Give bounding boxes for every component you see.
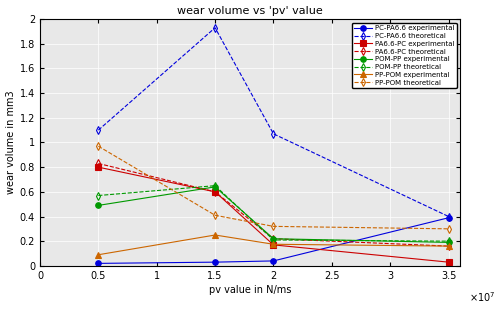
- PA6.6-PC experimental: [270, 243, 276, 247]
- Line: PP-POM theoretical: PP-POM theoretical: [96, 143, 452, 232]
- PC-PA6.6 theoretical: [212, 26, 218, 30]
- PP-POM theoretical: [270, 225, 276, 228]
- Line: POM-PP experimental: POM-PP experimental: [96, 184, 452, 245]
- Line: POM-PP theoretical: POM-PP theoretical: [96, 183, 452, 244]
- Legend: PC-PA6.6 experimental, PC-PA6.6 theoretical, PA6.6-PC experimental, PA6.6-PC the: PC-PA6.6 experimental, PC-PA6.6 theoreti…: [352, 23, 457, 88]
- PC-PA6.6 theoretical: [446, 215, 452, 218]
- Line: PA6.6-PC experimental: PA6.6-PC experimental: [96, 164, 452, 265]
- POM-PP theoretical: [446, 239, 452, 243]
- POM-PP experimental: [212, 185, 218, 189]
- POM-PP theoretical: [212, 184, 218, 188]
- PC-PA6.6 theoretical: [270, 132, 276, 136]
- POM-PP theoretical: [96, 194, 102, 197]
- POM-PP experimental: [96, 204, 102, 207]
- POM-PP experimental: [446, 241, 452, 244]
- PA6.6-PC theoretical: [270, 237, 276, 241]
- Text: $\times10^{7}$: $\times10^{7}$: [468, 290, 495, 304]
- PA6.6-PC experimental: [212, 190, 218, 194]
- POM-PP experimental: [270, 237, 276, 241]
- POM-PP theoretical: [270, 238, 276, 242]
- PA6.6-PC experimental: [96, 165, 102, 169]
- PC-PA6.6 experimental: [446, 216, 452, 220]
- PP-POM experimental: [270, 242, 276, 246]
- PC-PA6.6 experimental: [270, 259, 276, 263]
- PA6.6-PC theoretical: [96, 162, 102, 165]
- PP-POM theoretical: [446, 227, 452, 231]
- PP-POM theoretical: [96, 144, 102, 148]
- PP-POM theoretical: [212, 214, 218, 217]
- PA6.6-PC theoretical: [212, 190, 218, 194]
- PP-POM experimental: [212, 233, 218, 237]
- PP-POM experimental: [446, 244, 452, 248]
- PC-PA6.6 experimental: [96, 261, 102, 265]
- Line: PC-PA6.6 theoretical: PC-PA6.6 theoretical: [96, 25, 452, 219]
- Line: PA6.6-PC theoretical: PA6.6-PC theoretical: [96, 161, 452, 249]
- PP-POM experimental: [96, 253, 102, 256]
- Line: PP-POM experimental: PP-POM experimental: [96, 232, 452, 257]
- Title: wear volume vs 'pv' value: wear volume vs 'pv' value: [177, 6, 323, 15]
- PA6.6-PC experimental: [446, 260, 452, 264]
- Y-axis label: wear volume in mm3: wear volume in mm3: [6, 91, 16, 194]
- PC-PA6.6 experimental: [212, 260, 218, 264]
- X-axis label: pv value in N/ms: pv value in N/ms: [209, 285, 292, 295]
- Line: PC-PA6.6 experimental: PC-PA6.6 experimental: [96, 215, 452, 266]
- PC-PA6.6 theoretical: [96, 128, 102, 132]
- PA6.6-PC theoretical: [446, 244, 452, 248]
